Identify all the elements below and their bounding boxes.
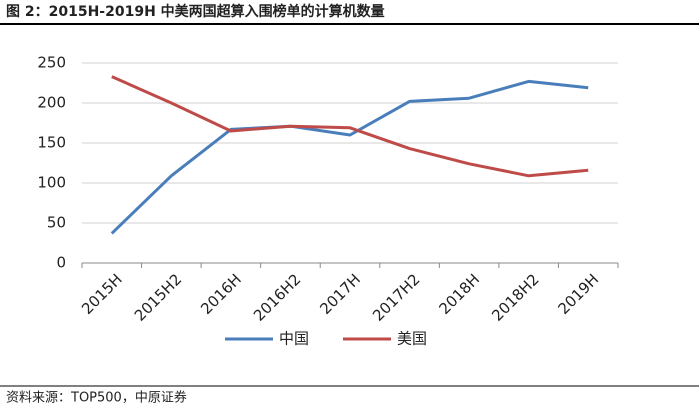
x-tick-label: 2015H (78, 270, 126, 318)
x-tick-label: 2017H (316, 270, 364, 318)
y-tick-label: 0 (56, 254, 66, 272)
x-tick-label: 2015H2 (131, 270, 185, 324)
series-line (111, 75, 589, 178)
x-tick-label: 2017H2 (369, 270, 423, 324)
legend-label: 美国 (397, 330, 427, 348)
chart-title: 图 2：2015H-2019H 中美两国超算入围榜单的计算机数量 (6, 3, 385, 20)
x-tick-label: 2016H (197, 270, 245, 318)
y-tick-label: 250 (37, 54, 66, 72)
series-line (110, 79, 589, 235)
source-note: 资料来源：TOP500，中原证券 (6, 390, 187, 406)
legend-label: 中国 (279, 330, 309, 348)
x-tick-label: 2018H2 (488, 270, 542, 324)
x-tick-label: 2019H (555, 270, 603, 318)
y-tick-label: 100 (37, 174, 66, 192)
y-tick-label: 50 (47, 214, 66, 232)
y-tick-label: 150 (37, 134, 66, 152)
y-tick-label: 200 (37, 94, 66, 112)
x-tick-label: 2018H (435, 270, 483, 318)
x-tick-label: 2016H2 (250, 270, 304, 324)
